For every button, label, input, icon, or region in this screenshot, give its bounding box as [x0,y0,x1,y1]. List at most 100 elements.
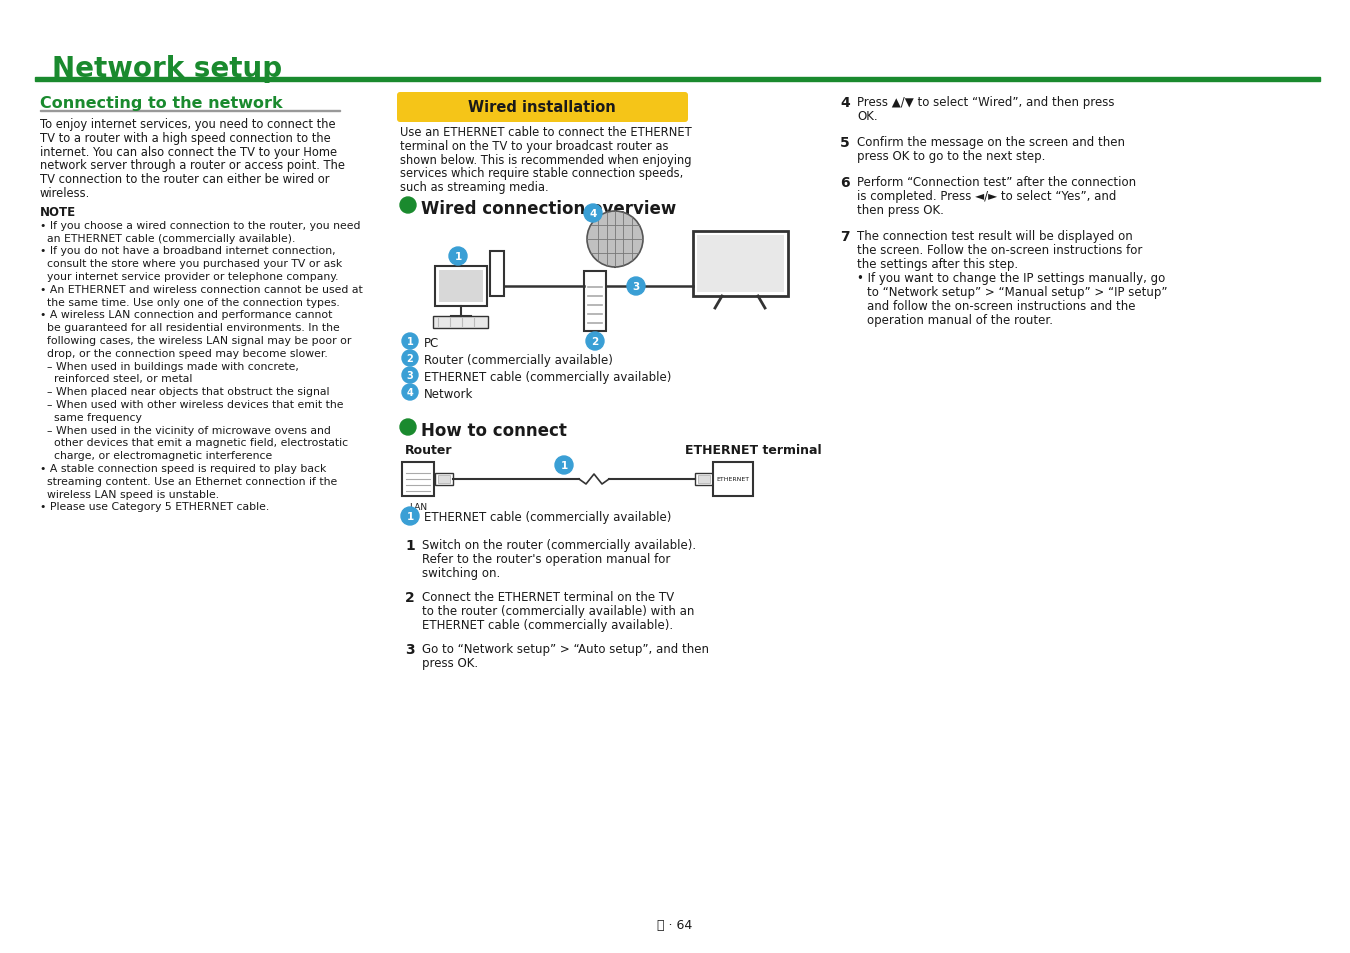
Bar [490,252,504,296]
Text: an ETHERNET cable (commercially available).: an ETHERNET cable (commercially availabl… [40,233,296,243]
Text: • A wireless LAN connection and performance cannot: • A wireless LAN connection and performa… [40,310,332,320]
Text: the settings after this step.: the settings after this step. [857,257,1018,271]
Text: 1: 1 [560,460,567,471]
Text: is completed. Press ◄/► to select “Yes”, and: is completed. Press ◄/► to select “Yes”,… [857,190,1116,203]
Text: press OK.: press OK. [423,657,478,669]
Text: How to connect: How to connect [421,421,567,439]
Text: switching on.: switching on. [423,566,501,579]
Text: same frequency: same frequency [40,413,142,422]
Bar [439,271,483,303]
Circle shape [555,456,572,475]
Text: – When used in buildings made with concrete,: – When used in buildings made with concr… [40,361,298,372]
Text: Wired connection overview: Wired connection overview [421,200,676,218]
Text: be guaranteed for all residential environments. In the: be guaranteed for all residential enviro… [40,323,340,333]
Text: shown below. This is recommended when enjoying: shown below. This is recommended when en… [400,153,691,167]
Text: – When used in the vicinity of microwave ovens and: – When used in the vicinity of microwave… [40,425,331,436]
Text: drop, or the connection speed may become slower.: drop, or the connection speed may become… [40,349,328,358]
Bar [35,78,1320,82]
Text: services which require stable connection speeds,: services which require stable connection… [400,167,683,180]
Text: 3: 3 [406,371,413,380]
Text: Confirm the message on the screen and then: Confirm the message on the screen and th… [857,136,1125,149]
Text: • An ETHERNET and wireless connection cannot be used at: • An ETHERNET and wireless connection ca… [40,285,363,294]
Text: NOTE: NOTE [40,206,76,218]
Bar [695,474,713,485]
Text: 4: 4 [590,209,597,219]
Text: ETHERNET cable (commercially available): ETHERNET cable (commercially available) [424,371,671,384]
Text: Wired installation: Wired installation [468,100,616,115]
Text: ETHERNET cable (commercially available).: ETHERNET cable (commercially available). [423,618,674,631]
Text: • If you choose a wired connection to the router, you need: • If you choose a wired connection to th… [40,220,360,231]
Text: LAN: LAN [409,502,427,512]
Text: • A stable connection speed is required to play back: • A stable connection speed is required … [40,463,327,474]
Text: 2: 2 [591,336,598,347]
Text: TV connection to the router can either be wired or: TV connection to the router can either b… [40,173,329,186]
Circle shape [585,205,602,223]
Circle shape [587,212,643,268]
Text: to the router (commercially available) with an: to the router (commercially available) w… [423,604,694,618]
Text: consult the store where you purchased your TV or ask: consult the store where you purchased yo… [40,259,343,269]
Text: 4: 4 [406,388,413,397]
Bar [713,462,753,497]
Text: the same time. Use only one of the connection types.: the same time. Use only one of the conne… [40,297,340,307]
Text: 2: 2 [405,590,414,604]
Text: ETHERNET terminal: ETHERNET terminal [684,443,822,456]
Text: then press OK.: then press OK. [857,204,944,216]
Bar [698,476,710,483]
Text: To enjoy internet services, you need to connect the: To enjoy internet services, you need to … [40,118,336,131]
Text: wireless LAN speed is unstable.: wireless LAN speed is unstable. [40,489,219,499]
Text: Connect the ETHERNET terminal on the TV: Connect the ETHERNET terminal on the TV [423,590,674,603]
Text: other devices that emit a magnetic field, electrostatic: other devices that emit a magnetic field… [40,438,348,448]
Text: • Please use Category 5 ETHERNET cable.: • Please use Category 5 ETHERNET cable. [40,502,269,512]
Text: Perform “Connection test” after the connection: Perform “Connection test” after the conn… [857,175,1137,189]
Text: to “Network setup” > “Manual setup” > “IP setup”: to “Network setup” > “Manual setup” > “I… [867,286,1168,298]
Circle shape [626,277,645,295]
Text: and follow the on-screen instructions and the: and follow the on-screen instructions an… [867,299,1135,313]
Bar [437,476,450,483]
Text: • If you do not have a broadband internet connection,: • If you do not have a broadband interne… [40,246,336,256]
Text: streaming content. Use an Ethernet connection if the: streaming content. Use an Ethernet conne… [40,476,338,486]
Circle shape [402,351,418,367]
Text: Go to “Network setup” > “Auto setup”, and then: Go to “Network setup” > “Auto setup”, an… [423,642,709,656]
Circle shape [400,198,416,213]
Text: TV to a router with a high speed connection to the: TV to a router with a high speed connect… [40,132,331,145]
Text: 1: 1 [406,512,413,521]
Text: 7: 7 [840,230,849,244]
Text: The connection test result will be displayed on: The connection test result will be displ… [857,230,1133,243]
Circle shape [401,507,418,525]
Bar [585,272,606,332]
Circle shape [450,248,467,266]
Text: Router: Router [405,443,452,456]
Text: Connecting to the network: Connecting to the network [40,96,282,111]
Text: Ⓒ · 64: Ⓒ · 64 [657,918,693,931]
Text: • If you want to change the IP settings manually, go: • If you want to change the IP settings … [857,272,1165,285]
Circle shape [400,419,416,436]
Text: 2: 2 [406,354,413,364]
Text: 1: 1 [405,538,414,553]
Text: PC: PC [424,336,439,350]
Text: ETHERNET: ETHERNET [717,477,749,482]
Bar [435,474,454,485]
Text: 5: 5 [840,136,849,150]
Text: ETHERNET cable (commercially available): ETHERNET cable (commercially available) [424,511,671,523]
Text: charge, or electromagnetic interference: charge, or electromagnetic interference [40,451,273,460]
Text: 6: 6 [840,175,849,190]
Text: 4: 4 [840,96,849,110]
Bar [433,316,487,329]
Text: internet. You can also connect the TV to your Home: internet. You can also connect the TV to… [40,146,338,158]
Text: the screen. Follow the on-screen instructions for: the screen. Follow the on-screen instruc… [857,244,1142,256]
Text: 1: 1 [406,336,413,347]
Text: Network: Network [424,388,474,400]
Text: Refer to the router's operation manual for: Refer to the router's operation manual f… [423,553,671,565]
Text: your internet service provider or telephone company.: your internet service provider or teleph… [40,272,339,282]
Circle shape [402,334,418,350]
Circle shape [402,368,418,384]
Text: network server through a router or access point. The: network server through a router or acces… [40,159,346,172]
Bar [435,267,487,307]
Bar [693,232,788,296]
Circle shape [402,385,418,400]
Circle shape [586,333,603,351]
Text: Router (commercially available): Router (commercially available) [424,354,613,367]
Text: Use an ETHERNET cable to connect the ETHERNET: Use an ETHERNET cable to connect the ETH… [400,126,691,139]
Text: wireless.: wireless. [40,187,90,200]
Text: OK.: OK. [857,110,878,123]
